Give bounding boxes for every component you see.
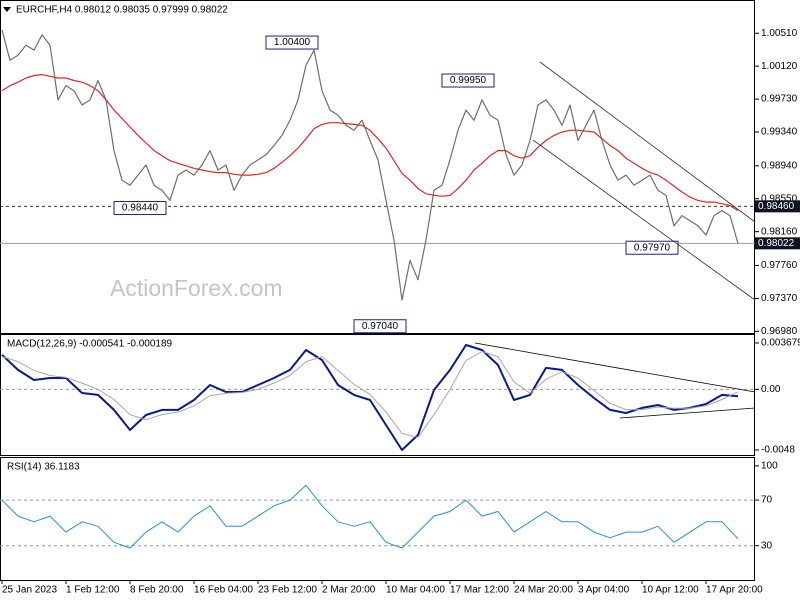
panel-frame <box>0 0 755 334</box>
series-line <box>1 344 739 451</box>
x-tick-label: 3 Apr 04:00 <box>578 585 630 596</box>
panel-title: MACD(12,26,9) -0.000541 -0.000189 <box>7 339 173 350</box>
x-tick-label: 8 Feb 20:00 <box>130 585 184 596</box>
x-tick-label: 10 Apr 12:00 <box>642 585 699 596</box>
series-line <box>1 29 739 301</box>
channel-upper <box>539 61 756 223</box>
y-tick-label: 0.003679 <box>761 338 800 349</box>
y-tick-label: 0.99340 <box>761 127 798 138</box>
price-annotation-label: 0.99950 <box>450 75 487 86</box>
price-annotation-label: 0.98440 <box>122 203 159 214</box>
price-tag-label: 0.98460 <box>758 201 795 212</box>
trend-lines <box>474 61 756 419</box>
series-line <box>1 74 739 212</box>
price-tag <box>755 200 800 213</box>
y-tick-label: 0.98160 <box>761 226 798 237</box>
watermark: ActionForex.com <box>110 275 283 301</box>
series-line <box>1 351 739 438</box>
price-annotation-box <box>441 73 495 88</box>
y-tick-label: 0.98550 <box>761 193 798 204</box>
channel-lower <box>532 139 756 301</box>
price-tag-label: 0.98022 <box>758 238 795 249</box>
price-tag <box>755 237 800 250</box>
y-tick-label: -0.0048 <box>761 445 795 456</box>
x-tick-label: 24 Mar 20:00 <box>514 585 573 596</box>
y-tick-label: 70 <box>761 495 773 506</box>
y-tick-label: 0.99730 <box>761 94 798 105</box>
price-annotation-box <box>353 319 407 334</box>
x-tick-label: 23 Feb 12:00 <box>258 585 317 596</box>
menu-triangle[interactable] <box>3 7 11 12</box>
y-tick-label: 0.97760 <box>761 260 798 271</box>
y-tick-label: 0.96980 <box>761 326 798 337</box>
y-tick-label: 30 <box>761 540 773 551</box>
panel-title: EURCHF,H4 0.98012 0.98035 0.97999 0.9802… <box>16 5 228 16</box>
price-annotation-box <box>113 201 167 216</box>
y-tick-label: 1.00510 <box>761 28 798 39</box>
series-line <box>1 484 739 549</box>
x-tick-label: 17 Mar 12:00 <box>450 585 509 596</box>
price-annotation-label: 0.97970 <box>634 242 671 253</box>
x-tick-label: 17 Apr 20:00 <box>706 585 763 596</box>
y-tick-label: 0.97370 <box>761 293 798 304</box>
panel-frame <box>0 334 755 456</box>
price-annotation-label: 0.97040 <box>362 321 399 332</box>
macd-trend-lower <box>619 407 756 419</box>
y-tick-label: 0.00 <box>761 384 781 395</box>
panel-frame <box>0 457 755 581</box>
panel-title: RSI(14) 36.1183 <box>7 462 80 473</box>
x-tick-label: 16 Feb 04:00 <box>194 585 253 596</box>
y-tick-label: 100 <box>761 460 778 471</box>
macd-trend-upper <box>474 342 756 393</box>
y-tick-label: 1.00120 <box>761 61 798 72</box>
price-annotation-box <box>265 35 319 50</box>
x-tick-label: 2 Mar 20:00 <box>322 585 376 596</box>
x-tick-label: 25 Jan 2023 <box>2 585 57 596</box>
x-tick-label: 1 Feb 12:00 <box>66 585 120 596</box>
y-tick-label: 0.98940 <box>761 160 798 171</box>
price-annotation-label: 1.00400 <box>274 37 311 48</box>
x-tick-label: 10 Mar 04:00 <box>386 585 445 596</box>
price-annotation-box <box>625 240 679 255</box>
